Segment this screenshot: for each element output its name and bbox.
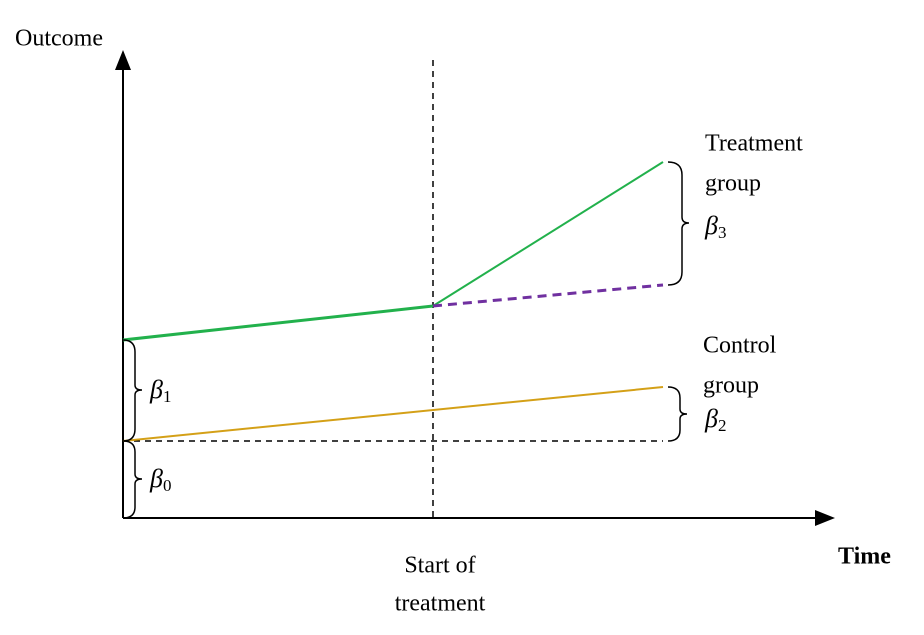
control-line bbox=[122, 386, 664, 442]
event-label: treatment bbox=[395, 591, 486, 617]
brace-beta0 bbox=[122, 440, 143, 519]
brace-beta2 bbox=[667, 386, 688, 442]
event-label: Start of bbox=[404, 553, 475, 579]
brace-beta3 bbox=[667, 161, 690, 286]
y-axis-label: Outcome bbox=[15, 26, 103, 52]
group-label: Treatment bbox=[705, 131, 803, 157]
coefficient: β2 bbox=[704, 404, 726, 435]
treatment-post-line bbox=[432, 161, 664, 307]
coefficient: β1 bbox=[149, 375, 171, 406]
group-label: group bbox=[703, 373, 759, 399]
coefficient: β0 bbox=[149, 464, 171, 495]
group-label: group bbox=[705, 171, 761, 197]
x-axis-label: Time bbox=[838, 544, 891, 570]
coefficient: β3 bbox=[704, 211, 726, 242]
group-label: Control bbox=[703, 333, 777, 359]
brace-beta1 bbox=[122, 339, 143, 442]
treatment-pre-line bbox=[122, 304, 434, 342]
counterfactual-line bbox=[432, 283, 664, 308]
